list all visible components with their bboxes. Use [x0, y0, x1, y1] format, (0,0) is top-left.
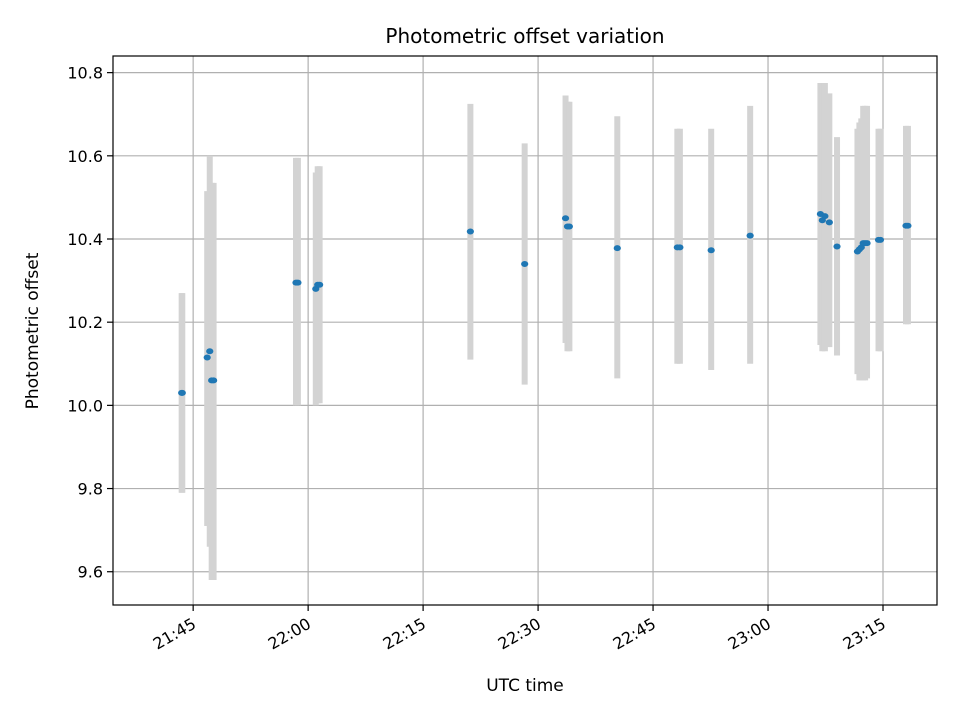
data-point: [178, 389, 186, 396]
data-point: [466, 228, 474, 235]
data-point: [746, 232, 754, 239]
data-point: [565, 223, 573, 230]
x-axis-ticks: 21:45 22:00 22:15 22:30 22:45 23:00 23:15: [150, 605, 889, 654]
data-point: [203, 354, 211, 361]
data-point: [294, 279, 302, 286]
x-axis-title: UTC time: [486, 676, 564, 696]
data-points: [178, 211, 912, 396]
x-tick-label: 22:45: [610, 614, 659, 654]
y-axis-ticks: 9.6 9.8 10.0 10.2 10.4 10.6 10.8: [67, 64, 113, 582]
x-tick-label: 22:15: [380, 614, 429, 654]
data-point: [561, 215, 570, 222]
y-axis-title: Photometric offset: [23, 252, 43, 409]
y-tick-label: 10.2: [67, 313, 103, 332]
data-point: [206, 348, 214, 355]
error-bars: [178, 83, 911, 581]
data-point: [825, 219, 833, 226]
y-tick-label: 10.4: [67, 230, 103, 249]
x-tick-label: 21:45: [150, 614, 199, 654]
x-tick-label: 22:00: [265, 614, 314, 654]
data-point: [613, 245, 621, 252]
data-point: [316, 281, 324, 288]
data-point: [876, 236, 885, 243]
plot-area-frame: [112, 55, 938, 606]
chart-title: Photometric offset variation: [385, 24, 664, 48]
data-point: [821, 213, 829, 220]
data-point: [209, 377, 218, 384]
data-point: [833, 243, 841, 250]
y-tick-label: 9.8: [78, 480, 103, 499]
x-tick-label: 23:15: [840, 614, 889, 654]
data-point: [904, 222, 912, 229]
y-tick-label: 10.0: [67, 396, 103, 415]
x-tick-label: 23:00: [725, 614, 774, 654]
x-tick-label: 22:30: [495, 614, 544, 654]
data-point: [863, 240, 871, 247]
data-point: [707, 247, 715, 254]
data-point: [521, 260, 529, 267]
y-tick-label: 9.6: [78, 563, 103, 582]
y-tick-label: 10.8: [67, 64, 103, 83]
data-point: [676, 244, 684, 251]
y-tick-label: 10.6: [67, 147, 103, 166]
